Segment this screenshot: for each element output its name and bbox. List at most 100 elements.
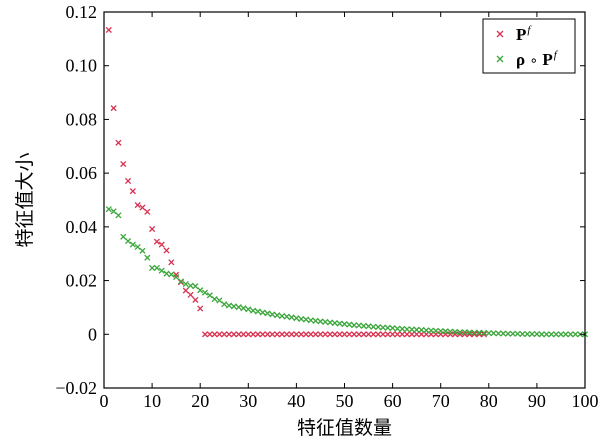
data-point bbox=[370, 323, 377, 330]
data-point bbox=[375, 323, 382, 331]
data-point bbox=[471, 329, 478, 336]
data-point bbox=[149, 225, 156, 233]
data-point bbox=[346, 321, 353, 328]
data-point bbox=[360, 331, 367, 338]
data-point bbox=[254, 331, 261, 338]
legend-box bbox=[482, 18, 576, 74]
data-point bbox=[529, 330, 536, 338]
data-point bbox=[471, 331, 478, 338]
data-point bbox=[293, 315, 300, 322]
data-point bbox=[264, 331, 271, 338]
data-point bbox=[134, 202, 141, 209]
data-point bbox=[254, 308, 261, 315]
data-point bbox=[379, 324, 387, 331]
data-point bbox=[562, 331, 569, 338]
data-point bbox=[173, 271, 180, 278]
x-tick-label: 100 bbox=[572, 391, 599, 411]
data-point bbox=[182, 287, 189, 294]
data-point bbox=[192, 296, 199, 303]
data-point bbox=[115, 139, 122, 146]
data-point bbox=[442, 328, 449, 335]
x-tick-label: 90 bbox=[528, 391, 546, 411]
data-point bbox=[389, 325, 396, 332]
legend-entry-label: ρ ∘ Pf bbox=[516, 49, 559, 69]
data-point bbox=[389, 331, 396, 338]
data-point bbox=[533, 330, 540, 338]
data-point bbox=[336, 331, 343, 338]
data-point bbox=[216, 331, 223, 338]
y-tick-label: 0.02 bbox=[66, 271, 98, 291]
data-point bbox=[452, 328, 459, 335]
data-point bbox=[418, 326, 425, 334]
x-tick-label: 40 bbox=[287, 391, 305, 411]
data-point bbox=[173, 274, 180, 281]
y-tick-label: 0.04 bbox=[66, 217, 98, 237]
data-point bbox=[394, 325, 401, 332]
data-point bbox=[495, 330, 502, 337]
data-point bbox=[403, 331, 411, 338]
data-point bbox=[206, 292, 213, 299]
data-point bbox=[158, 241, 165, 248]
data-point bbox=[250, 331, 257, 338]
data-point bbox=[216, 297, 223, 304]
data-point bbox=[269, 331, 276, 338]
data-point bbox=[302, 316, 310, 323]
data-point bbox=[572, 331, 579, 338]
data-point bbox=[413, 326, 420, 333]
data-point bbox=[153, 264, 160, 272]
data-point bbox=[480, 329, 488, 337]
data-point bbox=[346, 331, 353, 338]
data-point bbox=[134, 243, 141, 251]
data-point bbox=[351, 322, 358, 329]
data-point bbox=[490, 330, 497, 337]
x-axis-label: 特征值数量 bbox=[297, 417, 392, 439]
data-point bbox=[149, 264, 156, 272]
data-point bbox=[524, 330, 531, 338]
data-point bbox=[298, 315, 305, 323]
legend: Pf ρ ∘ Pf bbox=[482, 18, 576, 74]
data-point bbox=[187, 282, 194, 289]
data-point bbox=[322, 331, 329, 338]
data-point bbox=[519, 330, 526, 338]
x-tick-label: 20 bbox=[191, 391, 209, 411]
data-point bbox=[456, 331, 463, 338]
data-point bbox=[317, 318, 324, 325]
data-point bbox=[504, 330, 512, 337]
data-point bbox=[288, 331, 295, 338]
data-point bbox=[423, 327, 430, 334]
data-point bbox=[139, 247, 146, 254]
data-point bbox=[206, 331, 213, 338]
data-point bbox=[201, 289, 209, 296]
data-point bbox=[144, 208, 151, 215]
data-point bbox=[153, 238, 160, 245]
y-tick-label: 0.12 bbox=[66, 2, 98, 22]
data-point bbox=[274, 331, 281, 338]
data-point bbox=[120, 233, 127, 240]
data-point bbox=[230, 303, 237, 310]
data-point bbox=[278, 331, 286, 338]
data-point bbox=[245, 331, 252, 338]
y-tick-label: 0.06 bbox=[66, 163, 98, 183]
data-point bbox=[192, 283, 199, 290]
legend-entry-label: Pf bbox=[516, 24, 532, 44]
data-point bbox=[110, 105, 117, 112]
data-point bbox=[129, 241, 136, 248]
data-point bbox=[543, 331, 550, 338]
data-point bbox=[408, 326, 415, 333]
data-point bbox=[500, 330, 507, 337]
data-point bbox=[221, 331, 228, 338]
data-point bbox=[211, 296, 218, 303]
data-point bbox=[336, 320, 343, 327]
data-point bbox=[293, 331, 300, 338]
data-point bbox=[129, 188, 136, 195]
data-point bbox=[437, 328, 444, 335]
data-point bbox=[197, 305, 204, 312]
data-point bbox=[283, 331, 290, 338]
data-point bbox=[105, 206, 112, 213]
data-point bbox=[163, 247, 170, 254]
data-point bbox=[476, 331, 483, 338]
data-point bbox=[307, 317, 314, 324]
axis-ticks: 0 10 20 30 40 50 60 70 80 90 100−0.0200.020.040.06… bbox=[55, 2, 598, 411]
data-point bbox=[466, 329, 473, 336]
